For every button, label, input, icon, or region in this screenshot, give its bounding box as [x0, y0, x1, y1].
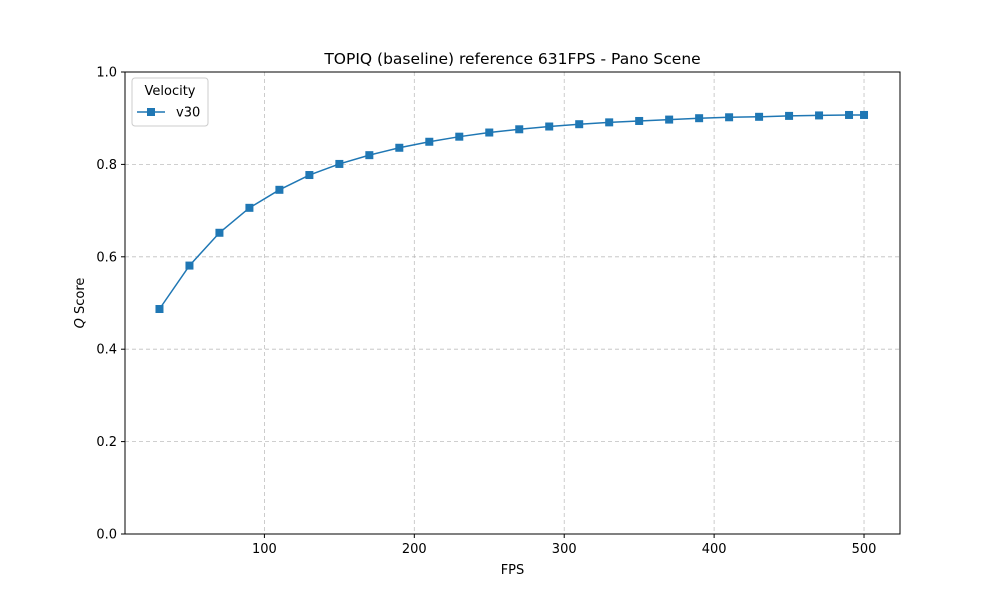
data-point-v30 [635, 116, 644, 125]
data-point-v30 [185, 261, 194, 270]
y-tick-label: 0.6 [96, 250, 117, 265]
y-tick-label: 1.0 [96, 66, 117, 81]
x-tick-label: 100 [252, 542, 277, 557]
data-point-v30 [845, 110, 854, 119]
data-point-v30 [455, 132, 464, 141]
x-tick-label: 400 [702, 542, 727, 557]
data-point-v30 [545, 122, 554, 131]
legend-series-marker [147, 108, 155, 116]
data-point-v30 [155, 305, 164, 314]
x-tick-label: 500 [852, 542, 877, 557]
data-point-v30 [785, 111, 794, 120]
data-point-v30 [215, 228, 224, 237]
y-axis-label: Q Score [73, 278, 88, 329]
y-tick-label: 0.8 [96, 158, 117, 173]
legend-title: Velocity [145, 84, 196, 99]
data-point-v30 [860, 110, 869, 119]
y-axis-label-italic: Q [73, 318, 88, 328]
x-tick-label: 200 [402, 542, 427, 557]
y-tick-label: 0.2 [96, 435, 117, 450]
data-point-v30 [515, 125, 524, 134]
data-point-v30 [605, 118, 614, 127]
data-point-v30 [485, 128, 494, 137]
data-point-v30 [335, 159, 344, 168]
data-point-v30 [725, 113, 734, 122]
y-tick-label: 0.4 [96, 343, 117, 358]
data-point-v30 [425, 137, 434, 146]
y-tick-label: 0.0 [96, 528, 117, 543]
data-point-v30 [245, 203, 254, 212]
y-axis-ticks: 0.0 0.2 0.4 0.6 0.8 1.0 [96, 66, 125, 543]
y-axis-label-rest: Score [73, 278, 88, 319]
legend: Velocity v30 [131, 77, 209, 127]
plot-area-frame [124, 71, 901, 535]
x-tick-label: 300 [552, 542, 577, 557]
x-axis-label: FPS [501, 563, 525, 578]
chart-title: TOPIQ (baseline) reference 631FPS - Pano… [323, 50, 700, 68]
data-point-v30 [305, 171, 314, 180]
series-group [155, 110, 869, 314]
data-point-v30 [395, 143, 404, 152]
data-point-v30 [665, 115, 674, 124]
data-point-v30 [755, 112, 764, 121]
data-point-v30 [275, 185, 284, 194]
data-point-v30 [365, 151, 374, 160]
data-point-v30 [575, 120, 584, 129]
data-point-v30 [815, 111, 824, 120]
data-point-v30 [695, 114, 704, 123]
legend-series-label: v30 [176, 106, 200, 121]
x-axis-ticks: 100 200 300 400 500 [252, 534, 876, 557]
